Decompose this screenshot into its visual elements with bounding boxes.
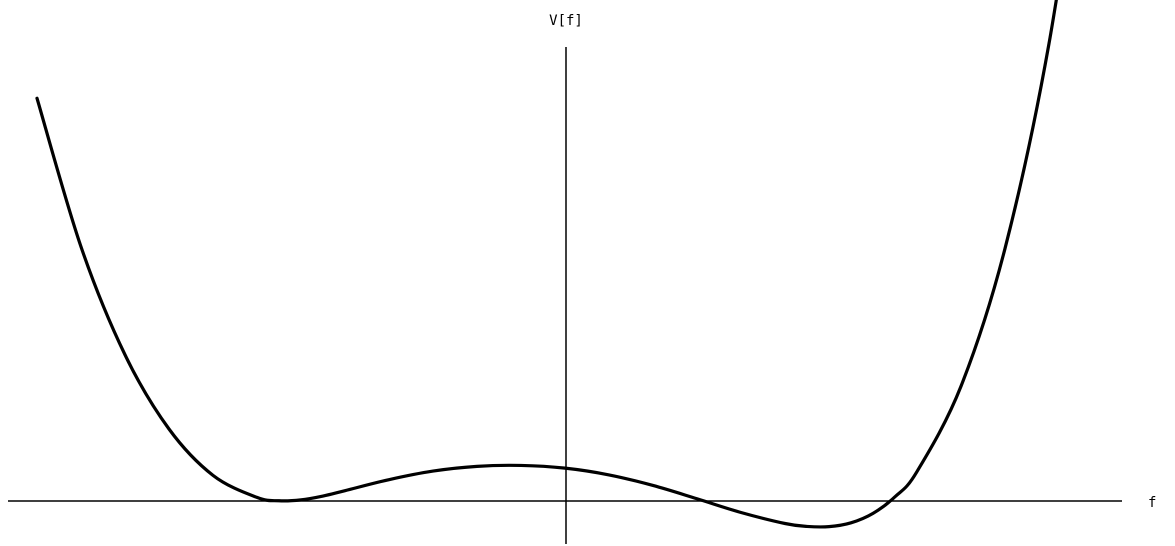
series-group-0 (35, 0, 1095, 529)
y-axis-label: V[f] (549, 13, 583, 29)
x-axis-label: f (1148, 495, 1156, 511)
series-layer (35, 0, 1095, 529)
series-line-0 (35, 0, 1095, 529)
